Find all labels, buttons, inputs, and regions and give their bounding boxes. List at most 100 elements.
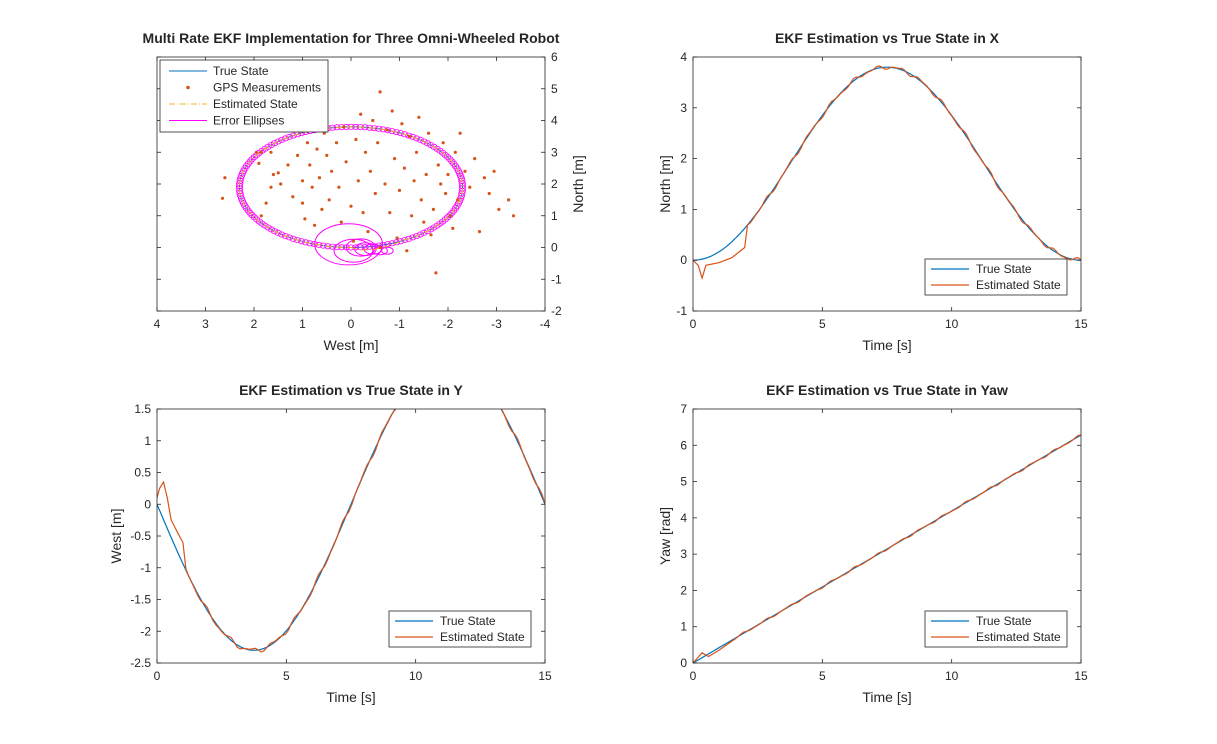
gps-point xyxy=(390,109,394,113)
gps-point xyxy=(477,230,482,234)
legend-true-state: True State xyxy=(976,614,1032,628)
gps-point xyxy=(310,185,314,189)
y-tick-label: 7 xyxy=(680,402,687,416)
gps-point xyxy=(453,150,457,154)
x-tick-label: 0 xyxy=(154,669,161,683)
error-ellipse xyxy=(314,223,384,266)
gps-point xyxy=(393,157,397,161)
gps-point xyxy=(402,166,406,170)
y-tick-label: 0.5 xyxy=(134,466,151,480)
x-tick-label: -1 xyxy=(394,317,405,331)
x-tick-label: 10 xyxy=(945,317,959,331)
axes-box xyxy=(692,408,1082,664)
y-tick-label: -2.5 xyxy=(130,656,151,670)
gps-point xyxy=(400,122,404,126)
y-tick-label: 1 xyxy=(680,202,687,216)
gps-point xyxy=(383,182,387,186)
y-tick-label: 0 xyxy=(680,656,687,670)
y-tick-label: -1 xyxy=(676,304,687,318)
gps-point xyxy=(378,90,382,94)
error-ellipse xyxy=(270,228,279,235)
error-ellipse xyxy=(396,130,405,137)
gps-point xyxy=(414,150,419,154)
error-ellipse xyxy=(401,131,409,138)
y-axis-label: West [m] xyxy=(108,509,124,564)
error-ellipse xyxy=(381,246,394,255)
error-ellipse xyxy=(388,128,396,135)
axes-box xyxy=(692,56,1082,312)
gps-point xyxy=(373,191,377,196)
gps-point xyxy=(395,236,399,240)
estimated-state-line xyxy=(693,65,1081,281)
y-tick-label: 2 xyxy=(551,177,558,191)
legend-true-state: True State xyxy=(213,64,269,78)
gps-point xyxy=(456,198,460,202)
y-tick-label: 0 xyxy=(144,497,151,511)
y-tick-label: 2 xyxy=(680,152,687,166)
error-ellipse xyxy=(285,133,293,140)
gps-point xyxy=(468,185,472,189)
error-ellipse xyxy=(405,235,413,242)
legend-gps-measurements: GPS Measurements xyxy=(213,81,321,95)
gps-point xyxy=(334,141,339,145)
gps-point xyxy=(361,211,365,215)
error-ellipse xyxy=(278,136,286,143)
gps-point xyxy=(315,147,319,151)
error-ellipse xyxy=(375,125,383,132)
error-ellipse xyxy=(293,236,301,243)
gps-point xyxy=(276,171,280,175)
y-tick-label: -1.5 xyxy=(130,593,151,607)
gps-point xyxy=(388,211,392,215)
x-tick-label: 1 xyxy=(299,317,306,331)
error-ellipse xyxy=(306,240,314,247)
legend-estimated-state: Estimated State xyxy=(976,278,1061,292)
x-tick-label: -4 xyxy=(540,317,551,331)
error-ellipse xyxy=(281,135,289,142)
x-tick-label: 5 xyxy=(283,669,290,683)
error-ellipse xyxy=(409,234,417,241)
legend-gps-measurements-swatch xyxy=(186,85,190,90)
gps-point xyxy=(458,131,462,135)
y-tick-label: 0 xyxy=(551,241,558,255)
y-tick-label: 5 xyxy=(551,82,558,96)
gps-point xyxy=(487,191,491,196)
error-ellipse xyxy=(412,232,421,239)
gps-point xyxy=(354,137,358,142)
gps-point xyxy=(300,179,305,183)
error-ellipse xyxy=(396,238,405,245)
error-ellipse xyxy=(401,236,409,243)
gps-point xyxy=(254,150,258,154)
x-tick-label: -2 xyxy=(443,317,454,331)
gps-point xyxy=(320,207,324,211)
gps-point xyxy=(286,163,290,167)
estimated-state-line xyxy=(157,409,545,653)
error-ellipse xyxy=(420,138,428,145)
x-tick-label: 15 xyxy=(538,669,552,683)
gps-point xyxy=(337,185,341,189)
legend: True State Estimated State xyxy=(924,258,1068,296)
gps-point xyxy=(300,201,305,205)
y-tick-label: 4 xyxy=(680,511,687,525)
gps-point xyxy=(397,188,402,192)
gps-point xyxy=(429,233,433,237)
y-tick-label: 1 xyxy=(551,209,558,223)
legend: True State GPS Measurements Estimated Stat… xyxy=(159,59,329,133)
error-ellipse xyxy=(392,129,400,136)
x-tick-label: 5 xyxy=(819,669,826,683)
x-tick-label: 10 xyxy=(945,669,959,683)
gps-point xyxy=(422,220,426,224)
y-tick-label: 4 xyxy=(551,114,558,128)
gps-point xyxy=(431,207,435,211)
error-ellipse xyxy=(289,235,297,242)
y-tick-label: -0.5 xyxy=(130,529,151,543)
x-tick-label: 0 xyxy=(348,317,355,331)
y-tick-label: 4 xyxy=(680,50,687,64)
chart-y: 0 5 10 15 -2.5 -2 -1.5 -1 -0.5 0 0.5 1 1.5 EKF Estima… xyxy=(108,382,552,705)
gps-point xyxy=(378,245,382,250)
gps-point xyxy=(257,161,261,165)
y-tick-label: -2 xyxy=(140,624,151,638)
chart-title: Multi Rate EKF Implementation for Three … xyxy=(143,30,560,46)
